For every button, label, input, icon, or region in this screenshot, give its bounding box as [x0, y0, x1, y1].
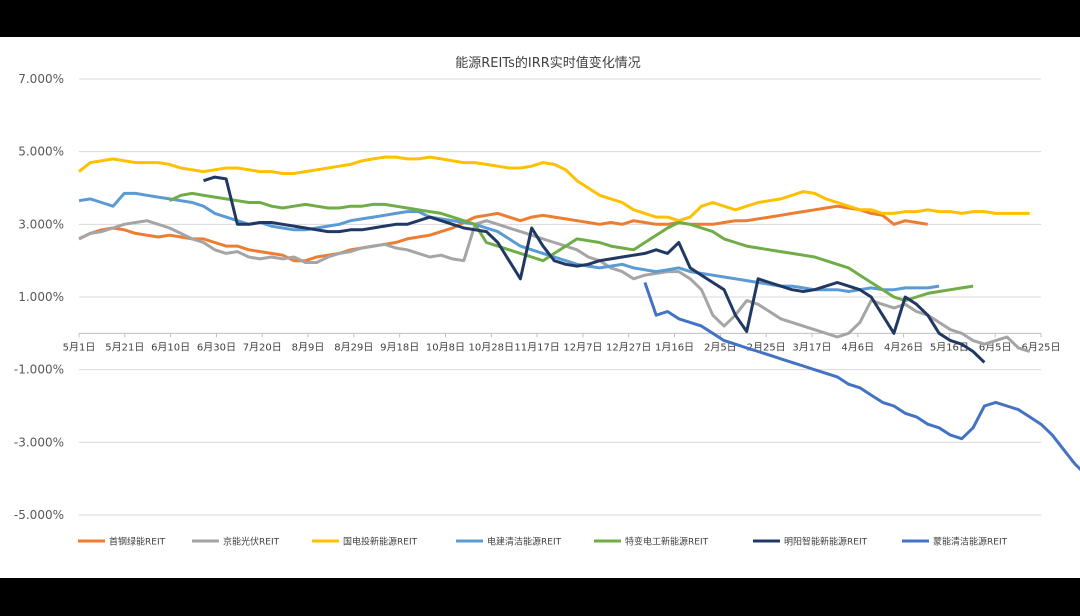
legend-item: 国电投新能源REIT: [312, 536, 418, 548]
legend-item: 京能光伏REIT: [192, 536, 280, 548]
legend-item: 特变电工新能源REIT: [594, 536, 709, 548]
y-tick-label: 3.000%: [18, 217, 64, 231]
series-line-2: [78, 219, 1031, 353]
x-tick-label: 12月7日: [563, 341, 602, 353]
x-tick-label: 6月30日: [197, 341, 236, 353]
legend-label: 蒙能清洁能源REIT: [933, 536, 1008, 548]
legend: 首钢绿能REIT 京能光伏REIT 国电投新能源REIT 电建清洁能源REIT 特变电工…: [78, 536, 1008, 548]
legend-item: 电建清洁能源REIT: [456, 536, 562, 548]
series-line-7: [643, 282, 1080, 472]
legend-label: 京能光伏REIT: [223, 536, 280, 548]
x-tick-label: 11月17日: [514, 341, 559, 353]
legend-item: 蒙能清洁能源REIT: [902, 536, 1008, 548]
x-tick-label: 10月28日: [469, 341, 514, 353]
legend-label: 明阳智能新能源REIT: [784, 536, 868, 548]
series-line-5: [168, 191, 974, 303]
x-tick-label: 2月5日: [704, 341, 737, 353]
x-tick-label: 8月9日: [292, 341, 325, 353]
x-tick-label: 9月18日: [380, 341, 419, 353]
y-tick-label: 1.000%: [18, 290, 64, 304]
x-axis: 5月1日 5月21日 6月10日 6月30日 7月20日 8月9日 8月29日 9月18日 10…: [63, 332, 1061, 353]
x-tick-label: 10月8日: [426, 341, 465, 353]
y-tick-label: -1.000%: [14, 363, 64, 377]
legend-label: 首钢绿能REIT: [109, 536, 166, 548]
x-tick-label: 5月21日: [105, 341, 144, 353]
x-tick-label: 12月27日: [606, 341, 651, 353]
series-lines: [78, 155, 1080, 472]
series-line-1: [78, 204, 929, 263]
series-line-4: [78, 191, 940, 293]
x-tick-label: 7月20日: [243, 341, 282, 353]
x-tick-label: 3月17日: [792, 341, 831, 353]
chart-title: 能源REITs的IRR实时值变化情况: [455, 55, 641, 71]
x-tick-label: 6月10日: [151, 341, 190, 353]
y-tick-label: 5.000%: [18, 145, 64, 159]
y-tick-label: 7.000%: [18, 72, 64, 86]
x-tick-label: 6月25日: [1021, 341, 1060, 353]
x-tick-label: 4月6日: [841, 341, 874, 353]
x-tick-label: 4月26日: [884, 341, 923, 353]
x-tick-label: 1月16日: [655, 341, 694, 353]
legend-label: 国电投新能源REIT: [343, 536, 418, 548]
x-tick-label: 5月1日: [63, 341, 96, 353]
y-tick-label: -5.000%: [14, 508, 64, 522]
legend-label: 电建清洁能源REIT: [487, 536, 562, 548]
chart-panel: 能源REITs的IRR实时值变化情况 7.000% 5.000% 3.000% 1.0…: [0, 37, 1080, 578]
irr-line-chart: 能源REITs的IRR实时值变化情况 7.000% 5.000% 3.000% 1.0…: [14, 55, 1080, 548]
legend-item: 首钢绿能REIT: [78, 536, 166, 548]
legend-label: 特变电工新能源REIT: [625, 536, 709, 548]
x-tick-label: 8月29日: [334, 341, 373, 353]
series-line-3: [78, 155, 1030, 223]
x-tick-label: 2月25日: [747, 341, 786, 353]
x-tick-label: 5月16日: [930, 341, 969, 353]
y-axis: 7.000% 5.000% 3.000% 1.000% -1.000% -3.000% -5…: [14, 72, 64, 522]
legend-item: 明阳智能新能源REIT: [753, 536, 868, 548]
y-tick-label: -3.000%: [14, 435, 64, 449]
series-line-6: [203, 175, 986, 364]
